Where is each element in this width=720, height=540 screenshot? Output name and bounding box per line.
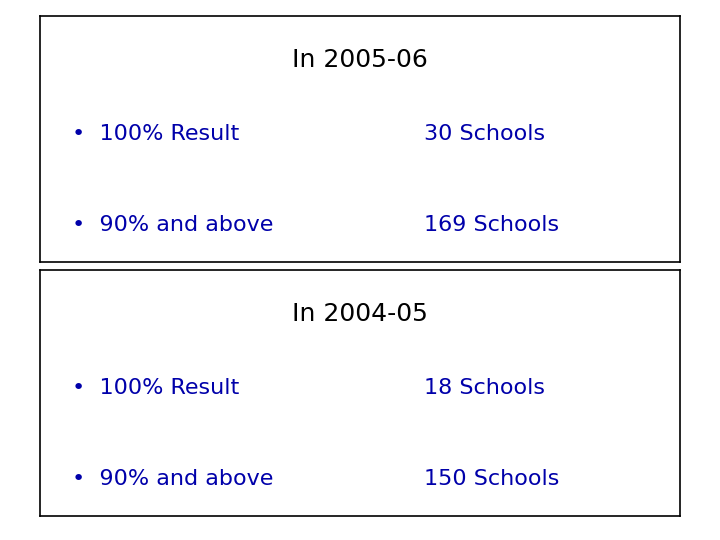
Text: In 2004-05: In 2004-05 [292,302,428,326]
Text: •  100% Result: • 100% Result [72,124,239,144]
Text: •  90% and above: • 90% and above [72,215,273,235]
Text: 150 Schools: 150 Schools [424,469,559,489]
Text: •  100% Result: • 100% Result [72,378,239,398]
Text: In 2005-06: In 2005-06 [292,49,428,72]
Text: 18 Schools: 18 Schools [424,378,545,398]
Text: 30 Schools: 30 Schools [424,124,545,144]
Text: •  90% and above: • 90% and above [72,469,273,489]
Text: 169 Schools: 169 Schools [424,215,559,235]
